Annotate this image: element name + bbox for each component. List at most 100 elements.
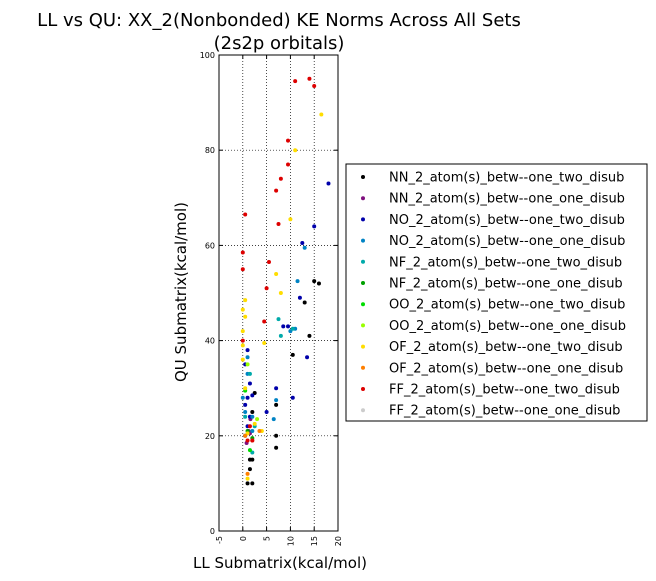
data-point — [278, 333, 283, 338]
data-point — [305, 355, 310, 360]
data-point — [257, 429, 262, 434]
data-point — [319, 112, 324, 117]
data-point — [250, 457, 255, 462]
data-point — [262, 319, 267, 324]
data-point — [286, 324, 291, 329]
data-point — [243, 386, 248, 391]
plot-frame — [218, 54, 339, 532]
data-point — [264, 410, 269, 414]
y-tick-label: 20 — [205, 432, 215, 441]
data-point — [290, 395, 295, 400]
legend-label: NO_2_atom(s)_betw--one_one_disub — [389, 234, 625, 249]
data-point — [247, 424, 252, 429]
data-point — [245, 355, 250, 360]
legend-label: OF_2_atom(s)_betw--one_two_disub — [389, 340, 623, 355]
data-point — [247, 381, 252, 386]
data-point — [266, 260, 271, 265]
data-point — [240, 357, 245, 362]
legend-marker — [361, 281, 365, 285]
legend-label: NO_2_atom(s)_betw--one_two_disub — [389, 213, 625, 228]
legend-label: FF_2_atom(s)_betw--one_two_disub — [389, 383, 620, 398]
data-point — [247, 467, 252, 472]
data-point — [243, 414, 248, 419]
legend-marker — [361, 217, 365, 222]
data-point — [240, 250, 245, 255]
legend-entry: OF_2_atom(s)_betw--one_two_disub — [361, 340, 623, 355]
data-point — [274, 433, 279, 438]
legend-marker — [361, 196, 365, 201]
data-point — [302, 245, 307, 250]
data-point — [288, 217, 293, 222]
data-point — [274, 271, 279, 276]
legend-marker — [361, 175, 365, 179]
data-point — [245, 395, 250, 400]
legend-entry: OO_2_atom(s)_betw--one_one_disub — [361, 319, 626, 334]
legend-entry: NN_2_atom(s)_betw--one_two_disub — [361, 171, 624, 186]
y-tick-label: 60 — [205, 241, 215, 250]
x-tick-label: 15 — [310, 536, 319, 546]
data-point — [278, 176, 283, 181]
legend-entry: NO_2_atom(s)_betw--one_one_disub — [361, 234, 625, 249]
data-point — [252, 421, 257, 426]
data-point — [245, 362, 250, 367]
y-tick-label: 100 — [200, 51, 215, 60]
data-point — [245, 438, 250, 443]
legend-entry: FF_2_atom(s)_betw--one_two_disub — [361, 383, 620, 398]
data-point — [312, 224, 317, 229]
legend-label: NF_2_atom(s)_betw--one_two_disub — [389, 255, 622, 270]
x-tick-label: 5 — [263, 536, 272, 541]
data-point — [245, 348, 250, 353]
legend-entry: FF_2_atom(s)_betw--one_one_disub — [361, 404, 620, 419]
data-point — [297, 295, 302, 300]
data-point — [262, 340, 267, 345]
data-point — [274, 398, 279, 403]
data-point — [286, 162, 291, 167]
legend-label: OF_2_atom(s)_betw--one_one_disub — [389, 361, 623, 376]
legend-label: NN_2_atom(s)_betw--one_two_disub — [389, 171, 624, 186]
legend-marker — [361, 344, 365, 349]
x-tick-label: 0 — [239, 536, 248, 541]
legend-marker — [361, 302, 365, 307]
legend-entry: OO_2_atom(s)_betw--one_two_disub — [361, 298, 625, 313]
data-point — [250, 481, 255, 486]
y-tick-label: 40 — [205, 337, 215, 346]
y-axis-label: QU Submatrix(kcal/mol) — [172, 202, 190, 382]
data-point — [290, 326, 295, 331]
legend-label: NN_2_atom(s)_betw--one_one_disub — [389, 192, 625, 207]
data-point — [286, 138, 291, 143]
x-tick-label: -5 — [215, 536, 224, 544]
legend-entry: NN_2_atom(s)_betw--one_one_disub — [361, 192, 625, 207]
data-point — [293, 148, 298, 153]
data-point — [247, 371, 252, 376]
data-point — [245, 481, 250, 486]
data-point — [312, 279, 317, 284]
data-point — [302, 300, 307, 305]
legend-frame — [345, 163, 648, 422]
data-point — [243, 410, 248, 414]
data-point — [240, 307, 245, 312]
legend-marker — [361, 387, 365, 391]
data-point — [274, 386, 279, 391]
data-point — [243, 402, 248, 407]
data-point — [264, 286, 269, 291]
data-point — [293, 79, 298, 84]
data-point — [295, 279, 300, 284]
legend-label: NF_2_atom(s)_betw--one_one_disub — [389, 277, 623, 292]
data-point — [247, 448, 252, 453]
chart-title: LL vs QU: XX_2(Nonbonded) KE Norms Acros… — [37, 10, 521, 31]
data-point — [243, 212, 248, 217]
data-point — [250, 438, 255, 443]
data-point — [276, 317, 281, 322]
legend-entry: NO_2_atom(s)_betw--one_two_disub — [361, 213, 625, 228]
data-point — [240, 329, 245, 334]
y-tick-label: 0 — [210, 527, 215, 536]
legend-marker — [361, 238, 365, 243]
data-point — [276, 221, 281, 226]
data-point — [278, 291, 283, 295]
data-point — [245, 476, 250, 481]
data-point — [274, 188, 279, 193]
data-point — [250, 393, 255, 398]
data-point — [326, 181, 331, 186]
